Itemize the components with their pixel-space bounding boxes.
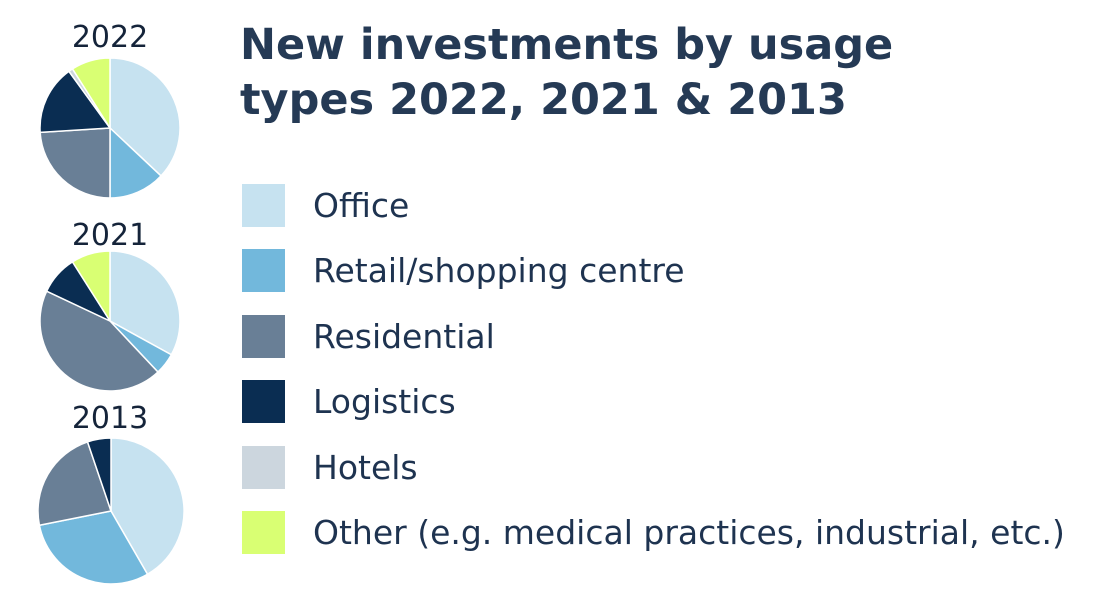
legend-item-other: Other (e.g. medical practices, industria…	[242, 511, 1065, 555]
pie-2021-title: 2021	[71, 218, 149, 253]
legend-label-office: Office	[313, 185, 410, 225]
legend-item-office: Office	[242, 183, 1065, 227]
legend: Office Retail/shopping centre Residentia…	[242, 183, 1065, 576]
pie-2021	[39, 250, 181, 392]
chart-title: New investments by usage types 2022, 202…	[240, 20, 894, 125]
pie-2013-title: 2013	[71, 401, 149, 436]
pie-2022-slice-office	[109, 57, 181, 177]
legend-swatch-retail	[242, 249, 285, 292]
pie-2022-slice-residential	[39, 127, 111, 199]
pie-2022-title: 2022	[71, 20, 149, 55]
legend-swatch-other	[242, 511, 285, 554]
pie-2013-slice-retail-shopping-centre	[38, 510, 149, 585]
legend-item-logistics: Logistics	[242, 380, 1065, 424]
pie-2022	[39, 57, 181, 199]
legend-swatch-hotels	[242, 445, 285, 489]
pie-2013-slice-residential	[37, 441, 112, 526]
pie-2021-slice-other-e-g-medical-practices-industrial-etc	[71, 250, 111, 322]
legend-label-hotels: Hotels	[313, 447, 418, 487]
pie-2022-slice-logistics	[39, 70, 111, 134]
pie-2013	[37, 437, 185, 585]
pie-2013-slice-office	[110, 437, 185, 575]
pie-2013-slice-logistics	[86, 437, 112, 512]
legend-label-other: Other (e.g. medical practices, industria…	[313, 513, 1065, 552]
pie-2021-slice-office	[109, 250, 181, 356]
pie-charts	[37, 57, 185, 585]
legend-item-hotels: Hotels	[242, 445, 1065, 489]
legend-swatch-office	[242, 183, 285, 227]
legend-label-logistics: Logistics	[313, 382, 456, 421]
pie-2021-slice-residential	[39, 290, 159, 392]
legend-item-retail: Retail/shopping centre	[242, 249, 1065, 293]
pie-2022-slice-retail-shopping-centre	[109, 127, 162, 199]
legend-label-residential: Residential	[313, 316, 495, 356]
pie-2022-slice-other-e-g-medical-practices-industrial-etc	[71, 57, 111, 129]
legend-swatch-logistics	[242, 380, 285, 423]
legend-swatch-residential	[242, 314, 285, 358]
legend-label-retail: Retail/shopping centre	[313, 251, 685, 290]
legend-item-residential: Residential	[242, 314, 1065, 358]
